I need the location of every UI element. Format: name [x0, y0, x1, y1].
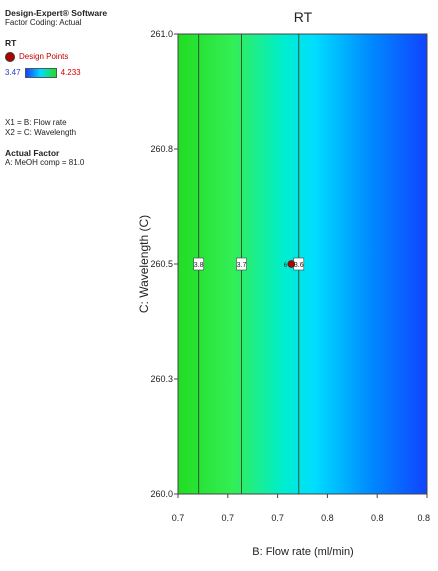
x-tick-label: 0.7 — [271, 513, 284, 523]
scale-max-value: 4.233 — [60, 68, 81, 77]
response-name: RT — [5, 38, 17, 48]
design-points-layer: 6 — [284, 260, 296, 269]
y-tick-label: 260.3 — [150, 374, 173, 384]
actual-factor-title: Actual Factor — [5, 148, 60, 158]
design-point-count: 6 — [284, 263, 288, 269]
y-tick-label: 261.0 — [150, 29, 173, 39]
x-tick-label: 0.8 — [417, 513, 430, 523]
x-axis: 0.7 0.7 0.7 0.8 0.8 0.8 — [172, 494, 430, 523]
chart-title: RT — [294, 9, 313, 25]
x-axis-label: B: Flow rate (ml/min) — [252, 546, 353, 558]
design-points-legend: Design Points — [5, 52, 155, 62]
y-tick-label: 260.5 — [150, 259, 173, 269]
y-tick-label: 260.8 — [150, 144, 173, 154]
factor-coding: Factor Coding: Actual — [5, 18, 82, 27]
contour-label-box — [193, 257, 204, 271]
color-scale-bar — [24, 68, 57, 78]
design-point-marker-icon — [5, 52, 15, 62]
design-point — [287, 260, 296, 268]
x1-definition: X1 = B: Flow rate — [5, 118, 67, 127]
contour-label: 3.6 — [294, 262, 304, 269]
contour-label: 3.8 — [194, 262, 204, 269]
x-tick-label: 0.7 — [172, 513, 185, 523]
scale-min-value: 3.47 — [5, 68, 21, 77]
x-tick-label: 0.8 — [321, 513, 334, 523]
design-points-label: Design Points — [19, 52, 69, 61]
software-name: Design-Expert® Software — [5, 8, 108, 18]
contour-lines: 3.8 3.7 3.6 — [193, 34, 305, 494]
color-scale: 3.47 4.233 — [5, 68, 155, 78]
x-tick-label: 0.8 — [371, 513, 384, 523]
legend-panel: Design-Expert® Software Factor Coding: A… — [5, 8, 155, 178]
contour-label-box — [236, 257, 247, 271]
contour-label: 3.7 — [237, 262, 247, 269]
y-tick-label: 260.0 — [150, 489, 173, 499]
y-axis-label: C: Wavelength (C) — [137, 215, 151, 313]
x-tick-label: 0.7 — [222, 513, 235, 523]
y-axis: 260.0 260.3 260.5 260.8 261.0 — [150, 29, 178, 499]
actual-factor-value: A: MeOH comp = 81.0 — [5, 158, 85, 167]
x2-definition: X2 = C: Wavelength — [5, 128, 77, 137]
